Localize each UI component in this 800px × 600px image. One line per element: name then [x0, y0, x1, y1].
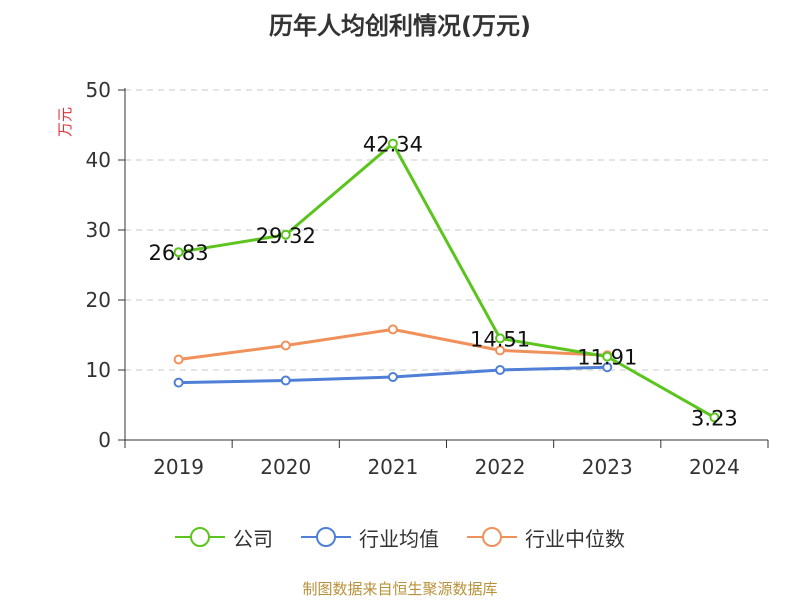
data-label-2020: 29.32	[256, 224, 316, 248]
x-tick-label-2021: 2021	[367, 455, 418, 479]
data-label-2023: 11.91	[577, 346, 637, 370]
data-point-s0-2019	[173, 247, 184, 258]
legend-label-industry-median: 行业中位数	[525, 526, 625, 551]
x-tick-label-2019: 2019	[153, 455, 204, 479]
data-point-s0-2021	[387, 138, 398, 149]
data-point-s2-2022	[495, 345, 506, 356]
data-point-s0-2024	[709, 412, 720, 423]
data-point-s1-2019	[173, 377, 184, 388]
y-tick-label-40: 40	[86, 148, 111, 172]
series-line-0	[178, 142, 716, 419]
data-point-s2-2021	[387, 324, 398, 335]
data-label-2022: 14.51	[470, 327, 530, 351]
x-tick-label-2023: 2023	[582, 455, 633, 479]
legend-marker-industry-average	[301, 527, 351, 547]
legend-marker-company	[175, 527, 225, 547]
data-point-s1-2020	[280, 375, 291, 386]
legend-item-industry-average[interactable]: 行业均值	[301, 523, 439, 552]
legend-label-company: 公司	[233, 526, 273, 551]
legend-marker-industry-median	[467, 527, 517, 547]
x-tick-label-2024: 2024	[689, 455, 740, 479]
x-tick-label-2020: 2020	[260, 455, 311, 479]
data-point-s1-2021	[387, 372, 398, 382]
data-label-2021: 42.34	[363, 133, 423, 157]
data-point-s1-2023	[602, 362, 613, 373]
data-point-s0-2023	[602, 351, 613, 362]
x-tick-label-2022: 2022	[475, 455, 526, 479]
y-tick-label-10: 10	[86, 358, 111, 382]
y-tick-label-50: 50	[86, 78, 111, 102]
data-point-s0-2020	[280, 229, 291, 240]
data-point-s2-2020	[280, 340, 291, 351]
data-label-2019: 26.83	[149, 241, 209, 265]
data-point-s1-2022	[495, 365, 506, 375]
y-tick-label-0: 0	[98, 428, 111, 452]
data-source-note: 制图数据来自恒生聚源数据库	[302, 580, 498, 598]
legend-item-company[interactable]: 公司	[175, 523, 273, 552]
data-point-s2-2019	[173, 354, 184, 365]
chart-title: 历年人均创利情况(万元)	[269, 12, 531, 40]
legend: 公司 行业均值 行业中位数	[0, 520, 800, 554]
data-label-2024: 3.23	[691, 406, 738, 430]
legend-label-industry-average: 行业均值	[359, 526, 439, 551]
legend-item-industry-median[interactable]: 行业中位数	[467, 523, 625, 552]
y-tick-label-20: 20	[86, 288, 111, 312]
data-point-s0-2022	[495, 333, 506, 344]
y-tick-label-30: 30	[86, 218, 111, 242]
y-axis-label: 万元	[56, 107, 74, 137]
